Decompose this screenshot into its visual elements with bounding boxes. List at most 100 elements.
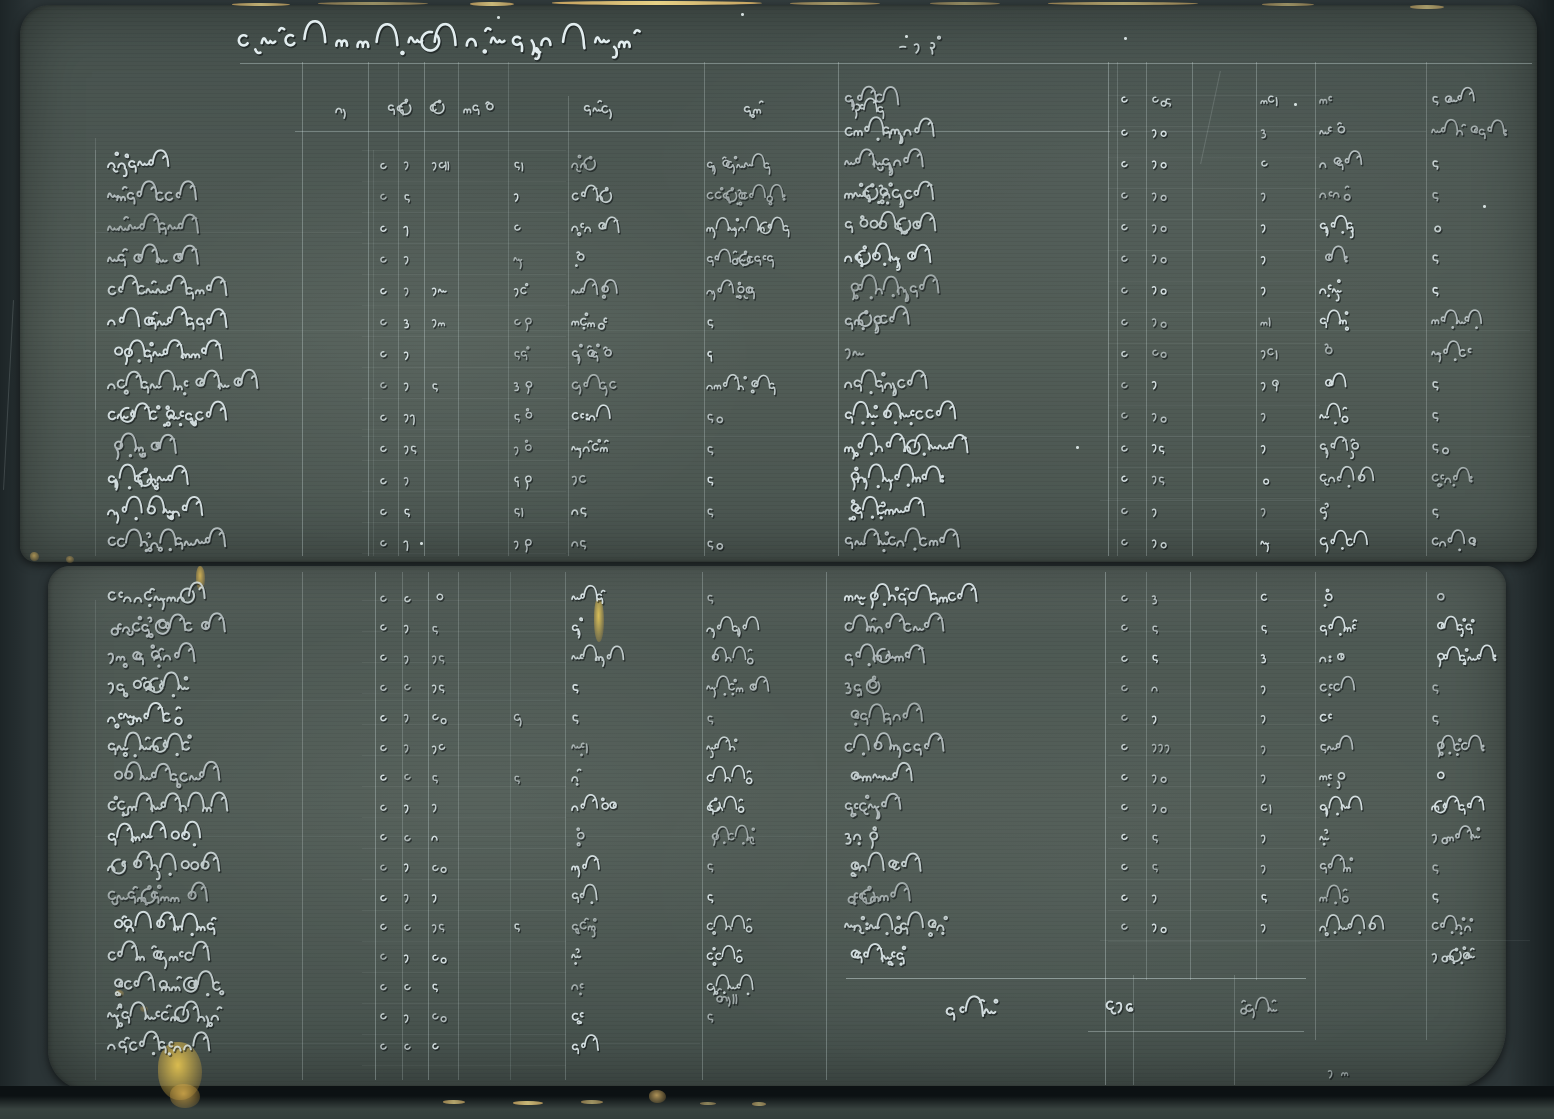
handwritten-entry	[1151, 443, 1166, 456]
handwritten-entry	[707, 863, 715, 874]
handwritten-entry	[403, 624, 410, 635]
handwritten-entry	[1324, 343, 1334, 356]
handwritten-entry	[706, 279, 757, 302]
handwritten-entry	[107, 642, 197, 670]
handwritten-entry	[403, 863, 410, 874]
handwritten-entry	[850, 943, 908, 968]
handwritten-entry	[431, 894, 438, 905]
handwritten-entry	[571, 374, 618, 398]
dust-speck	[1124, 37, 1127, 40]
handwritten-entry	[571, 948, 583, 967]
handwritten-entry	[1121, 287, 1130, 296]
handwritten-entry	[848, 495, 927, 523]
handwritten-entry	[1431, 340, 1473, 364]
handwritten-entry	[1260, 286, 1267, 297]
handwritten-entry	[571, 216, 621, 238]
handwritten-entry	[844, 400, 958, 427]
handwritten-entry	[1260, 685, 1267, 696]
ruled-line-vertical	[565, 572, 566, 1080]
handwritten-entry	[1432, 864, 1440, 876]
handwritten-entry	[1432, 86, 1477, 107]
handwritten-entry	[844, 527, 961, 554]
handwritten-entry	[571, 883, 599, 906]
ruled-line-vertical	[373, 150, 374, 556]
handwritten-entry	[431, 835, 440, 843]
handwritten-entry	[431, 161, 451, 173]
handwritten-entry	[571, 184, 614, 205]
handwritten-entry	[844, 148, 926, 178]
handwritten-entry	[1432, 412, 1440, 423]
handwritten-entry	[107, 881, 210, 908]
handwritten-entry	[1260, 348, 1279, 361]
handwritten-entry	[380, 225, 389, 234]
handwritten-entry	[1121, 624, 1130, 633]
handwritten-entry	[1151, 160, 1169, 171]
handwritten-entry	[514, 346, 531, 362]
ruled-line-vertical	[1117, 62, 1118, 556]
handwritten-entry	[850, 274, 941, 304]
handwritten-entry	[1151, 743, 1171, 755]
handwritten-entry	[431, 923, 446, 935]
handwritten-entry	[1319, 529, 1370, 555]
handwritten-entry	[844, 348, 866, 361]
handwritten-entry	[107, 850, 222, 882]
handwritten-entry	[583, 99, 614, 121]
handwritten-entry	[706, 736, 739, 760]
ruled-line-vertical	[398, 62, 399, 556]
ruled-line-vertical	[1315, 62, 1316, 556]
handwritten-entry	[1121, 539, 1130, 548]
handwritten-entry	[1121, 507, 1130, 516]
gilt-edge-fleck	[232, 3, 290, 6]
handwritten-entry	[571, 794, 619, 813]
handwritten-entry	[1151, 508, 1158, 519]
gilt-edge-fleck	[752, 1102, 766, 1106]
handwritten-entry	[571, 584, 607, 606]
handwritten-entry	[571, 742, 590, 758]
handwritten-entry	[1260, 803, 1273, 816]
handwritten-entry	[1105, 1000, 1135, 1017]
ruled-line-vertical	[375, 572, 376, 1080]
handwritten-entry	[380, 1013, 389, 1022]
handwritten-entry	[1437, 615, 1476, 639]
handwritten-entry	[571, 507, 588, 519]
handwritten-entry	[844, 369, 929, 398]
dust-speck	[1294, 103, 1297, 106]
handwritten-entry	[380, 193, 389, 202]
handwritten-entry	[571, 475, 588, 487]
handwritten-entry	[513, 282, 530, 299]
gilt-edge-fleck	[1410, 5, 1444, 9]
ruled-line-vertical	[508, 62, 509, 556]
ruled-line-vertical	[1133, 975, 1134, 1085]
handwritten-entry	[1121, 595, 1130, 604]
row-guide-band	[362, 150, 566, 556]
handwritten-entry	[571, 540, 588, 551]
handwritten-entry	[707, 594, 715, 606]
ruled-line-vertical	[838, 62, 839, 556]
handwritten-entry	[1437, 734, 1486, 759]
dust-speck	[1076, 446, 1079, 449]
ruled-line-vertical	[1146, 572, 1147, 980]
handwritten-entry	[514, 161, 525, 174]
stain	[170, 1084, 200, 1108]
ruled-line-horizontal	[1100, 500, 1320, 501]
handwritten-entry	[1260, 255, 1267, 267]
handwritten-entry	[1151, 192, 1169, 203]
handwritten-entry	[1121, 475, 1130, 484]
handwritten-entry	[1121, 894, 1130, 903]
handwritten-entry	[1319, 185, 1353, 203]
handwritten-entry	[571, 154, 598, 174]
handwritten-entry	[1432, 286, 1440, 298]
handwritten-entry	[844, 612, 946, 635]
handwritten-entry	[707, 894, 715, 905]
handwritten-entry	[107, 274, 229, 302]
handwritten-entry	[107, 527, 228, 554]
handwritten-entry	[1151, 254, 1169, 265]
handwritten-entry	[1121, 685, 1130, 693]
handwritten-entry	[706, 675, 771, 700]
ruled-line-vertical	[704, 62, 705, 556]
handwritten-entry	[572, 684, 580, 695]
handwritten-entry	[404, 773, 413, 782]
handwritten-entry	[1432, 443, 1451, 456]
handwritten-entry	[513, 713, 523, 729]
handwritten-entry	[1151, 318, 1169, 330]
